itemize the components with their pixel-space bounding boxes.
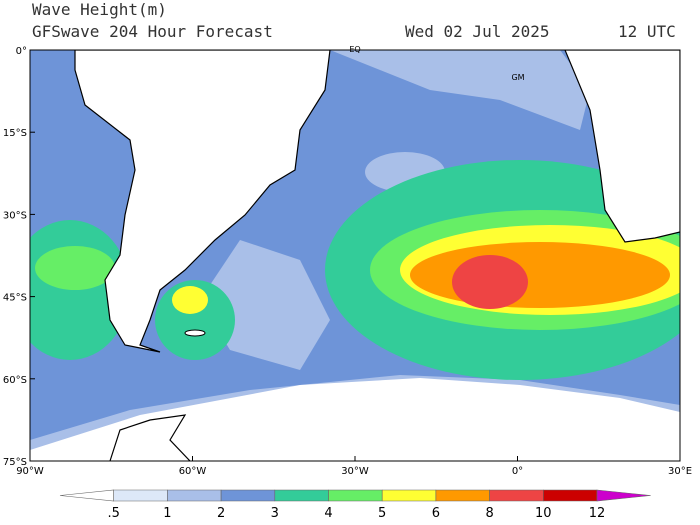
colorbar-swatch xyxy=(328,489,383,502)
wave-zone xyxy=(172,286,208,314)
colorbar-label: .5 xyxy=(107,506,119,521)
south-america xyxy=(74,50,331,353)
colorbar: .5 1 2 3 4 5 6 8 10 12 xyxy=(59,489,651,521)
colorbar-label: 4 xyxy=(324,506,332,521)
colorbar-swatch xyxy=(489,489,544,502)
subtitle: GFSwave 204 Hour Forecast xyxy=(32,22,273,41)
colorbar-label: 1 xyxy=(163,506,171,521)
wave-zone xyxy=(410,242,670,308)
time: 12 UTC xyxy=(618,22,676,41)
colorbar-swatch xyxy=(220,489,276,502)
lat-label: 0° xyxy=(16,46,27,57)
colorbar-swatch xyxy=(274,489,329,502)
date: Wed 02 Jul 2025 xyxy=(405,22,550,41)
colorbar-label: 5 xyxy=(378,506,386,521)
colorbar-swatch xyxy=(543,489,598,502)
map-label: GM xyxy=(511,73,524,82)
island xyxy=(184,329,206,337)
colorbar-swatch xyxy=(596,489,651,502)
colorbar-label: 10 xyxy=(535,506,552,521)
lon-label: 0° xyxy=(512,466,523,477)
colorbar-label: 3 xyxy=(271,506,279,521)
colorbar-swatch xyxy=(435,489,490,502)
colorbar-swatch xyxy=(381,489,437,502)
africa xyxy=(564,50,680,243)
axes: 0° 15°S 30°S 45°S 60°S 75°S90°W 60°W 30°W 0° 30°E xyxy=(3,46,692,477)
ice xyxy=(30,378,680,461)
lat-label: 30°S xyxy=(3,210,27,221)
colorbar-label: 8 xyxy=(485,506,493,521)
lon-label: 30°E xyxy=(668,466,692,477)
colorbar-swatch xyxy=(167,489,222,502)
wave-zone xyxy=(452,255,528,309)
antarctica-coast xyxy=(109,414,191,461)
colorbar-label: 12 xyxy=(589,506,606,521)
colorbar-label: 2 xyxy=(217,506,225,521)
lat-label: 45°S xyxy=(3,293,27,304)
lat-label: 75°S xyxy=(3,457,27,468)
lon-label: 30°W xyxy=(341,466,369,477)
title: Wave Height(m) xyxy=(32,0,167,19)
wave-zone xyxy=(330,50,590,130)
colorbar-swatch xyxy=(113,489,168,502)
lon-label: 60°W xyxy=(179,466,207,477)
map: EQ GM xyxy=(29,45,681,462)
colorbar-swatch xyxy=(59,489,114,502)
lat-label: 15°S xyxy=(3,128,27,139)
map-label: EQ xyxy=(349,45,360,54)
wave-zone xyxy=(35,246,115,290)
lat-label: 60°S xyxy=(3,375,27,386)
colorbar-label: 6 xyxy=(432,506,440,521)
wave-zone xyxy=(200,240,330,370)
lon-label: 90°W xyxy=(16,466,44,477)
